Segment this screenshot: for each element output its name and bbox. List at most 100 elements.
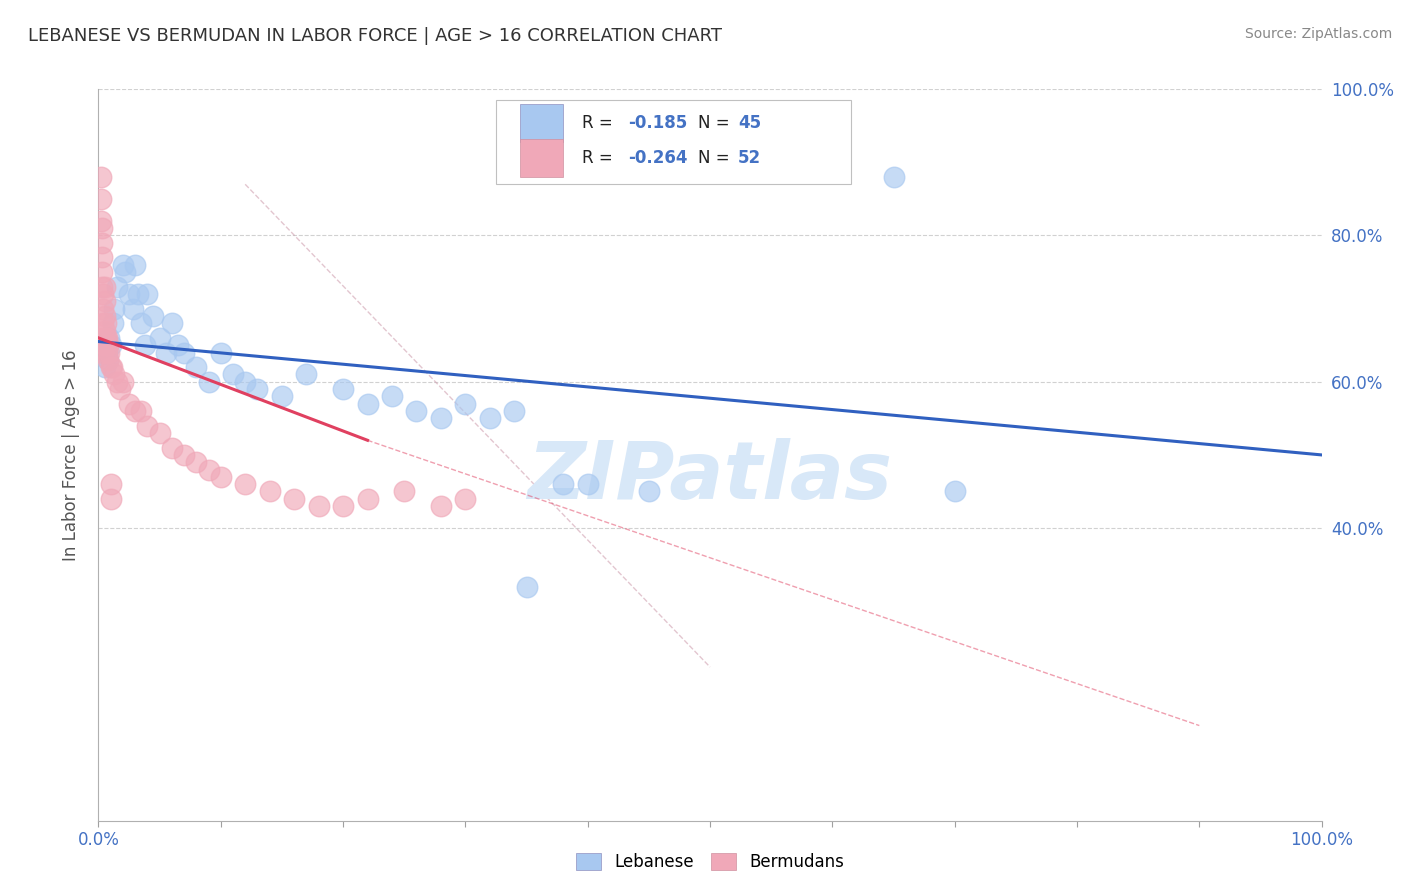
Point xyxy=(295,368,318,382)
Point xyxy=(105,279,128,293)
Point xyxy=(100,477,122,491)
Point xyxy=(94,316,117,330)
Point xyxy=(332,382,354,396)
Point xyxy=(883,169,905,184)
Point xyxy=(943,484,966,499)
Point xyxy=(332,499,354,513)
Point xyxy=(91,279,114,293)
Text: ZIPatlas: ZIPatlas xyxy=(527,438,893,516)
Point xyxy=(93,294,115,309)
Point xyxy=(93,324,115,338)
Point xyxy=(173,448,195,462)
Point xyxy=(308,499,330,513)
Point xyxy=(103,368,125,382)
Point xyxy=(91,301,114,316)
Point xyxy=(405,404,427,418)
Text: R =: R = xyxy=(582,149,617,167)
Legend: Lebanese, Bermudans: Lebanese, Bermudans xyxy=(569,847,851,878)
Y-axis label: In Labor Force | Age > 16: In Labor Force | Age > 16 xyxy=(62,349,80,561)
Point xyxy=(356,397,378,411)
Point xyxy=(259,484,281,499)
Point xyxy=(96,345,118,359)
Point xyxy=(454,491,477,506)
Point xyxy=(149,331,172,345)
Point xyxy=(553,477,575,491)
Point xyxy=(356,491,378,506)
Point xyxy=(101,316,124,330)
Point xyxy=(167,338,190,352)
Point xyxy=(91,251,114,265)
Point xyxy=(160,316,183,330)
Point xyxy=(114,265,136,279)
Point xyxy=(100,338,122,352)
Point xyxy=(124,404,146,418)
Point xyxy=(111,375,134,389)
Text: R =: R = xyxy=(582,113,617,131)
Point xyxy=(93,360,115,375)
Point xyxy=(93,309,115,323)
Point xyxy=(111,258,134,272)
FancyBboxPatch shape xyxy=(520,139,564,177)
Point xyxy=(91,265,114,279)
Point xyxy=(97,352,120,367)
Point xyxy=(98,331,121,345)
Text: 45: 45 xyxy=(738,113,761,131)
Point xyxy=(515,580,537,594)
Point xyxy=(96,331,118,345)
Point xyxy=(118,287,141,301)
Point xyxy=(160,441,183,455)
Point xyxy=(97,338,120,352)
Point xyxy=(381,389,404,403)
Point xyxy=(91,287,114,301)
Point xyxy=(186,360,208,375)
Point xyxy=(96,345,118,359)
Point xyxy=(197,375,219,389)
Point xyxy=(209,470,232,484)
Point xyxy=(121,301,143,316)
Point xyxy=(392,484,416,499)
Point xyxy=(127,287,149,301)
Point xyxy=(430,499,453,513)
Point xyxy=(197,462,219,476)
Text: 52: 52 xyxy=(738,149,761,167)
Point xyxy=(118,397,141,411)
Text: N =: N = xyxy=(697,149,735,167)
Point xyxy=(270,389,294,403)
Point xyxy=(93,279,115,293)
Point xyxy=(134,338,156,352)
Text: -0.185: -0.185 xyxy=(628,113,688,131)
Point xyxy=(283,491,305,506)
Point xyxy=(91,345,114,359)
Point xyxy=(142,309,165,323)
FancyBboxPatch shape xyxy=(520,103,564,142)
Point xyxy=(101,360,124,375)
Point xyxy=(186,455,208,469)
Text: Source: ZipAtlas.com: Source: ZipAtlas.com xyxy=(1244,27,1392,41)
Point xyxy=(430,411,453,425)
Point xyxy=(98,345,121,359)
Point xyxy=(124,258,146,272)
Point xyxy=(105,375,128,389)
Point xyxy=(110,382,132,396)
Text: -0.264: -0.264 xyxy=(628,149,688,167)
Point xyxy=(91,316,114,330)
Point xyxy=(90,169,112,184)
Point xyxy=(222,368,245,382)
Point xyxy=(100,491,122,506)
Point xyxy=(91,221,114,235)
Point xyxy=(209,345,232,359)
Point xyxy=(136,418,159,433)
Point xyxy=(97,352,120,367)
Text: N =: N = xyxy=(697,113,735,131)
Point xyxy=(233,375,256,389)
Point xyxy=(100,360,122,375)
Point xyxy=(129,316,152,330)
Point xyxy=(638,484,661,499)
Point xyxy=(103,301,125,316)
Text: LEBANESE VS BERMUDAN IN LABOR FORCE | AGE > 16 CORRELATION CHART: LEBANESE VS BERMUDAN IN LABOR FORCE | AG… xyxy=(28,27,723,45)
Point xyxy=(478,411,501,425)
Point xyxy=(91,331,114,345)
Point xyxy=(90,214,112,228)
Point xyxy=(246,382,269,396)
Point xyxy=(91,235,114,250)
